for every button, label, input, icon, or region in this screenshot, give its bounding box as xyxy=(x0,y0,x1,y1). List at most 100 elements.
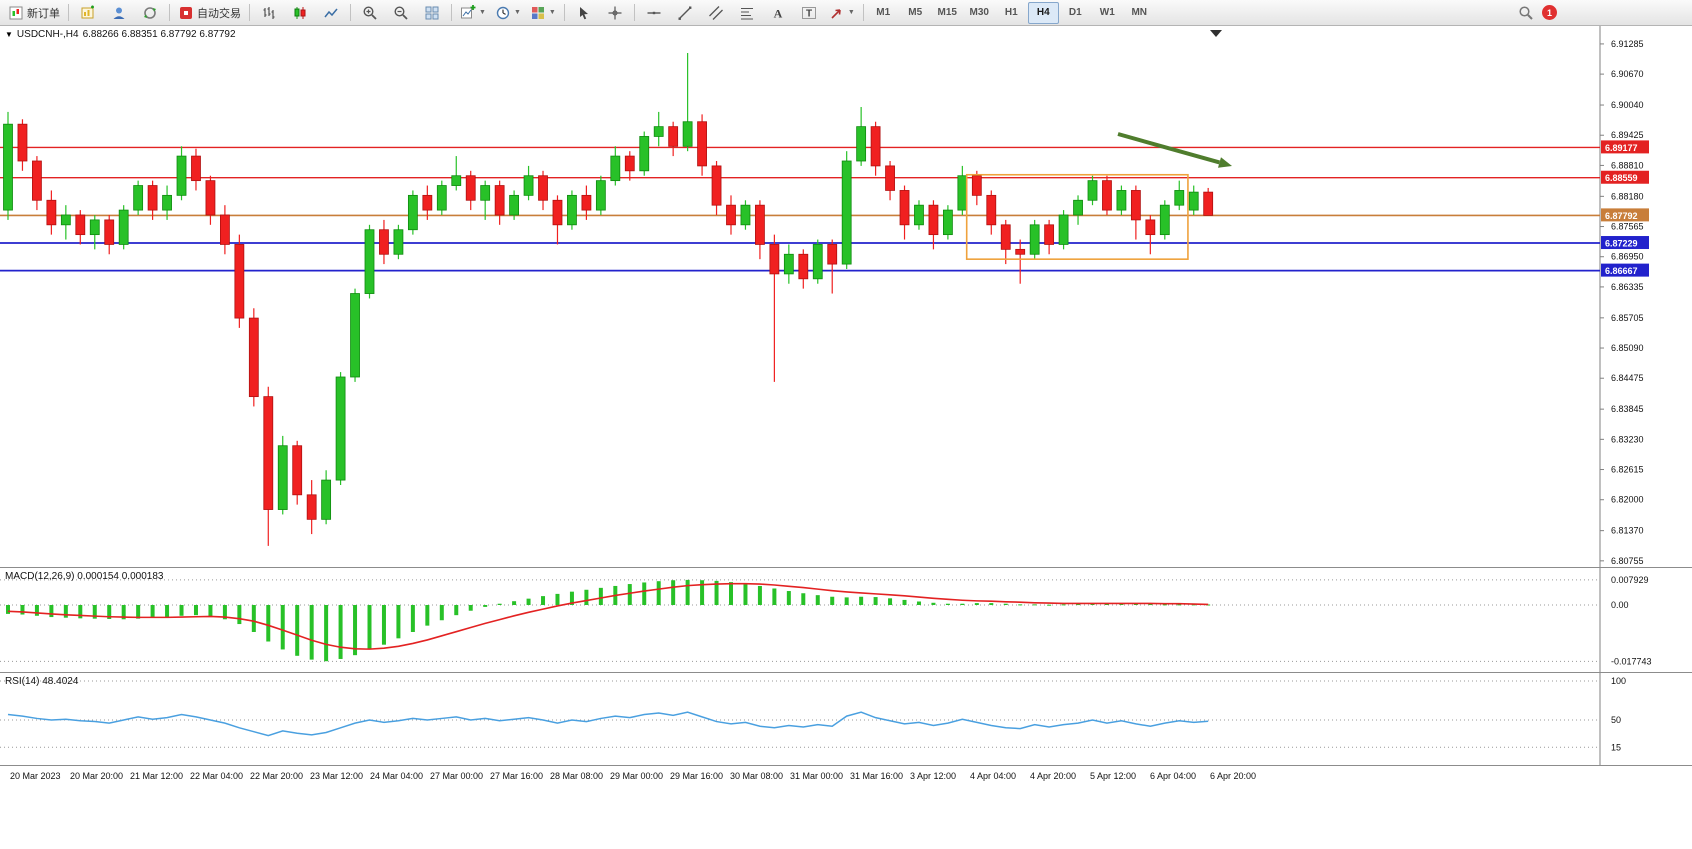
time-axis-label: 20 Mar 20:00 xyxy=(70,771,124,781)
timeframe-d1-button[interactable]: D1 xyxy=(1068,7,1082,18)
crosshair-icon xyxy=(608,6,622,19)
time-axis-label: 5 Apr 12:00 xyxy=(1090,771,1137,781)
rsi-panel[interactable]: RSI(14) 48.4024 100 50 15 xyxy=(0,672,1692,765)
templates-icon xyxy=(531,6,544,19)
rsi-canvas[interactable]: 100 50 15 xyxy=(0,673,1692,765)
svg-text:6.86335: 6.86335 xyxy=(1611,282,1644,292)
main-chart-panel[interactable]: ▼ USDCNH-,H4 6.88266 6.88351 6.87792 6.8… xyxy=(0,26,1692,567)
main-chart-canvas[interactable]: 6.91285 6.90670 6.90040 6.89425 6.88810 6.881… xyxy=(0,26,1692,567)
periods-dropdown-button[interactable]: ▼ xyxy=(491,2,525,24)
rsi-line xyxy=(7,711,1209,737)
refresh-button[interactable] xyxy=(135,2,165,24)
svg-text:6.86667: 6.86667 xyxy=(1605,266,1638,276)
cursor-button[interactable] xyxy=(569,2,599,24)
tile-windows-button[interactable] xyxy=(417,2,447,24)
price-tag-6.89177: 6.89177 xyxy=(1601,140,1649,154)
clock-icon xyxy=(496,6,510,19)
svg-text:6.90040: 6.90040 xyxy=(1611,100,1644,110)
text-button[interactable]: A xyxy=(763,2,793,24)
svg-text:T: T xyxy=(806,8,812,19)
time-axis-label: 24 Mar 04:00 xyxy=(370,771,424,781)
svg-text:6.87229: 6.87229 xyxy=(1605,239,1638,249)
indicators-icon xyxy=(461,4,476,18)
time-axis-label: 31 Mar 16:00 xyxy=(850,771,904,781)
line-chart-button[interactable] xyxy=(316,2,346,24)
channel-button[interactable] xyxy=(701,2,731,24)
trendline-icon xyxy=(678,6,692,20)
trend-arrow-annotation[interactable] xyxy=(1117,132,1232,168)
autotrading-button[interactable]: 自动交易 xyxy=(174,2,245,24)
svg-text:6.91285: 6.91285 xyxy=(1611,39,1644,49)
templates-button[interactable]: ▼ xyxy=(526,2,560,24)
new-order-button[interactable]: 新订单 xyxy=(4,2,64,24)
macd-signal-line xyxy=(7,582,1209,650)
toolbar-separator xyxy=(633,4,635,21)
timeframe-h1-button[interactable]: H1 xyxy=(1004,7,1018,18)
timeframe-m15-button[interactable]: M15 xyxy=(937,7,957,18)
candlestick-chart-button[interactable] xyxy=(285,2,315,24)
horizontal-line-button[interactable] xyxy=(639,2,669,24)
arrows-button[interactable]: ▼ xyxy=(825,2,859,24)
indicators-button[interactable]: ▼ xyxy=(456,2,490,24)
svg-text:100: 100 xyxy=(1611,676,1626,686)
svg-text:6.87792: 6.87792 xyxy=(1605,211,1638,221)
zoom-in-button[interactable] xyxy=(355,2,385,24)
toolbar-separator xyxy=(249,4,250,21)
search-icon xyxy=(1519,5,1533,20)
arrows-icon xyxy=(831,8,841,19)
svg-text:6.87565: 6.87565 xyxy=(1611,222,1644,232)
timeframe-mn-button[interactable]: MN xyxy=(1131,7,1148,18)
svg-text:6.80755: 6.80755 xyxy=(1611,556,1644,566)
chart-menu-icon[interactable]: ▼ xyxy=(5,30,13,39)
profiles-icon xyxy=(113,7,125,19)
arrows-caret-icon: ▼ xyxy=(847,9,855,16)
svg-text:6.85090: 6.85090 xyxy=(1611,343,1644,353)
time-axis-label: 27 Mar 00:00 xyxy=(430,771,484,781)
chart-shift-marker[interactable] xyxy=(1210,30,1222,37)
macd-canvas[interactable]: 0.007929 0.00 -0.017743 xyxy=(0,568,1692,672)
new-order-label: 新订单 xyxy=(27,7,60,20)
new-chart-button[interactable] xyxy=(73,2,103,24)
timeframe-w1-button[interactable]: W1 xyxy=(1099,7,1115,18)
horizontal-line-icon xyxy=(647,11,661,14)
zoom-out-button[interactable] xyxy=(386,2,416,24)
macd-histogram xyxy=(6,579,1211,662)
autotrading-icon xyxy=(180,6,192,19)
time-axis[interactable]: 20 Mar 2023 20 Mar 20:00 21 Mar 12:00 22 Ma… xyxy=(0,765,1692,849)
crosshair-button[interactable] xyxy=(600,2,630,24)
timeframe-m30-button[interactable]: M30 xyxy=(969,7,989,18)
label-button[interactable]: T xyxy=(794,2,824,24)
svg-text:6.88180: 6.88180 xyxy=(1611,191,1644,201)
timeframe-h4-button[interactable]: H4 xyxy=(1027,1,1059,24)
time-axis-label: 23 Mar 12:00 xyxy=(310,771,364,781)
search-button[interactable] xyxy=(1511,2,1541,24)
chart-symbol-period: USDCNH-,H4 xyxy=(16,29,79,40)
timeframe-m5-button[interactable]: M5 xyxy=(908,7,923,18)
svg-text:0.00: 0.00 xyxy=(1611,600,1629,610)
highlight-rectangle[interactable] xyxy=(965,173,1189,260)
notification-badge[interactable]: 1 xyxy=(1542,5,1557,20)
label-icon: T xyxy=(801,6,816,19)
trendline-button[interactable] xyxy=(670,2,700,24)
toolbar-separator xyxy=(451,4,452,21)
chart-window: ▼ USDCNH-,H4 6.88266 6.88351 6.87792 6.8… xyxy=(0,26,1692,849)
macd-panel[interactable]: MACD(12,26,9) 0.000154 0.000183 0.007929… xyxy=(0,567,1692,672)
time-axis-label: 3 Apr 12:00 xyxy=(910,771,957,781)
fibonacci-button[interactable] xyxy=(732,2,762,24)
time-axis-label: 22 Mar 20:00 xyxy=(250,771,304,781)
toolbar-separator xyxy=(862,4,864,21)
templates-caret-icon: ▼ xyxy=(548,9,556,16)
time-axis-label: 29 Mar 00:00 xyxy=(610,771,664,781)
bar-chart-button[interactable] xyxy=(254,2,284,24)
candles-layer xyxy=(3,52,1214,546)
timeframe-m1-button[interactable]: M1 xyxy=(876,7,891,18)
price-tags: 6.89177 6.88559 6.87792 6.87229 6.86667 xyxy=(1601,140,1649,277)
time-axis-label: 27 Mar 16:00 xyxy=(490,771,544,781)
profiles-button[interactable] xyxy=(104,2,134,24)
fibonacci-icon xyxy=(740,7,753,20)
svg-text:0.007929: 0.007929 xyxy=(1611,575,1649,585)
chart-ohlc-values: 6.88266 6.88351 6.87792 6.87792 xyxy=(82,29,236,40)
time-axis-label: 20 Mar 2023 xyxy=(10,771,61,781)
tile-windows-icon xyxy=(425,6,439,19)
